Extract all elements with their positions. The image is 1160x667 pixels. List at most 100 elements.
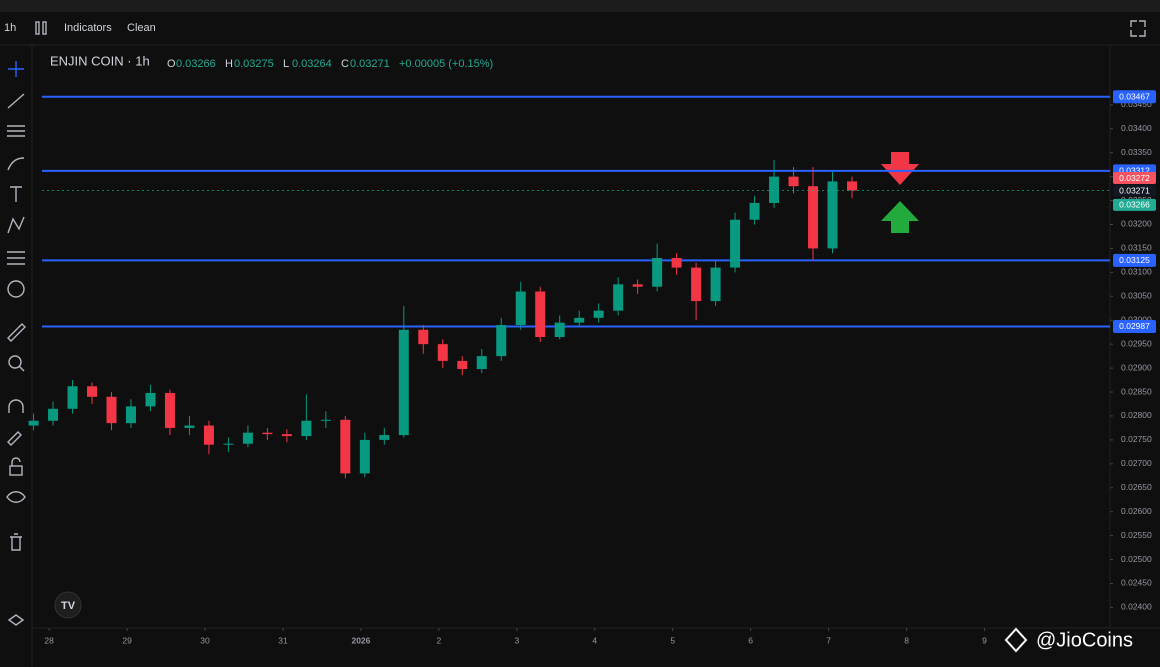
candle-body bbox=[515, 291, 526, 326]
candle-body bbox=[730, 219, 741, 268]
emoji-tool[interactable] bbox=[7, 280, 25, 298]
crosshair-tool[interactable] bbox=[8, 61, 24, 77]
candle-body bbox=[87, 386, 98, 397]
y-tick-label: 0.02450 bbox=[1121, 578, 1152, 588]
candle-body bbox=[691, 267, 702, 302]
level-label: 0.03125 bbox=[1119, 255, 1150, 265]
x-tick-label: 9 bbox=[982, 635, 987, 645]
candle-body bbox=[281, 434, 292, 437]
zoom-tool[interactable] bbox=[8, 355, 25, 372]
candle-body bbox=[28, 420, 39, 426]
y-tick-label: 0.02700 bbox=[1121, 458, 1152, 468]
object-tree[interactable] bbox=[7, 614, 25, 626]
candle-body bbox=[652, 258, 663, 287]
legend-value: 0.03264 bbox=[292, 58, 332, 70]
candle-body bbox=[535, 291, 546, 337]
candle-body bbox=[671, 258, 682, 268]
x-tick-label: 3 bbox=[514, 635, 519, 645]
y-tick-label: 0.02800 bbox=[1121, 410, 1152, 420]
clean-button[interactable]: Clean bbox=[127, 22, 156, 34]
price-label-box bbox=[1113, 172, 1156, 185]
candle-body bbox=[340, 419, 351, 474]
x-tick-label: 30 bbox=[200, 635, 210, 645]
lock-draw-tool[interactable] bbox=[7, 431, 22, 446]
watermark-logo bbox=[1004, 627, 1028, 653]
price-label-box bbox=[1113, 184, 1156, 197]
price-label: 0.03272 bbox=[1119, 173, 1150, 183]
indicators-button[interactable]: Indicators bbox=[64, 22, 112, 34]
legend-key: L bbox=[283, 58, 289, 70]
candle-body bbox=[320, 419, 331, 421]
candle-body bbox=[437, 344, 448, 361]
x-tick-label: 4 bbox=[592, 635, 597, 645]
lock-tool[interactable] bbox=[9, 457, 23, 476]
candle-body bbox=[788, 176, 799, 187]
x-tick-label: 7 bbox=[826, 635, 831, 645]
legend-key: H bbox=[225, 58, 233, 70]
y-tick-label: 0.03100 bbox=[1121, 267, 1152, 277]
indicator-icon[interactable] bbox=[35, 21, 47, 35]
trendline-tool[interactable] bbox=[7, 93, 25, 109]
magnet-tool[interactable] bbox=[8, 399, 24, 413]
y-tick-label: 0.02850 bbox=[1121, 386, 1152, 396]
watermark: @JioCoins bbox=[1036, 629, 1133, 651]
fib-tool[interactable] bbox=[7, 125, 25, 137]
prediction-tool[interactable] bbox=[7, 251, 25, 265]
candle-body bbox=[67, 386, 78, 409]
interval-button[interactable]: 1h bbox=[4, 22, 16, 34]
candle-body bbox=[749, 202, 760, 220]
ruler-tool[interactable] bbox=[7, 323, 26, 342]
hide-tool[interactable] bbox=[6, 491, 26, 503]
candle-body bbox=[457, 360, 468, 370]
candle-body bbox=[827, 181, 838, 249]
y-tick-label: 0.03350 bbox=[1121, 147, 1152, 157]
y-tick-label: 0.03200 bbox=[1121, 219, 1152, 229]
x-tick-label: 5 bbox=[670, 635, 675, 645]
y-tick-label: 0.02650 bbox=[1121, 482, 1152, 492]
y-tick-label: 0.02600 bbox=[1121, 506, 1152, 516]
candle-body bbox=[554, 322, 565, 337]
candle-body bbox=[125, 406, 136, 424]
candle-body bbox=[203, 425, 214, 445]
symbol: ENJIN COIN · 1h bbox=[50, 53, 150, 68]
level-label-box bbox=[1113, 319, 1156, 333]
candle-body bbox=[418, 329, 429, 345]
candle-body bbox=[398, 329, 409, 436]
candle-body bbox=[48, 408, 59, 421]
x-tick-label: 31 bbox=[278, 635, 288, 645]
down-arrow bbox=[881, 152, 919, 185]
pattern-tool[interactable] bbox=[7, 216, 25, 234]
y-tick-label: 0.03450 bbox=[1121, 99, 1152, 109]
text-tool[interactable] bbox=[10, 186, 22, 202]
candle-body bbox=[301, 420, 312, 437]
fullscreen-button[interactable] bbox=[1130, 20, 1146, 37]
candle-body bbox=[632, 284, 643, 287]
candle-body bbox=[262, 432, 273, 435]
brush-tool[interactable] bbox=[7, 157, 25, 171]
x-tick-label: 29 bbox=[122, 635, 132, 645]
price-label: 0.03271 bbox=[1119, 185, 1150, 195]
tv-logo: TV bbox=[54, 591, 82, 619]
candle-body bbox=[808, 186, 819, 249]
candle-body bbox=[359, 439, 370, 474]
y-tick-label: 0.02900 bbox=[1121, 362, 1152, 372]
level-label: 0.03312 bbox=[1119, 166, 1150, 176]
y-tick-label: 0.02950 bbox=[1121, 338, 1152, 348]
price-label-box bbox=[1113, 198, 1156, 211]
candle-body bbox=[846, 181, 857, 191]
candle-body bbox=[379, 435, 390, 440]
candle-body bbox=[145, 392, 156, 407]
delete-tool[interactable] bbox=[10, 533, 22, 551]
candle-body bbox=[710, 267, 721, 302]
y-tick-label: 0.02550 bbox=[1121, 530, 1152, 540]
legend-value: 0.03271 bbox=[350, 58, 390, 70]
x-tick-label: 6 bbox=[748, 635, 753, 645]
y-tick-label: 0.02400 bbox=[1121, 602, 1152, 612]
candle-body bbox=[613, 284, 624, 311]
candle-body bbox=[574, 317, 585, 323]
svg-text:TV: TV bbox=[61, 600, 76, 612]
candle-body bbox=[476, 356, 487, 370]
up-arrow bbox=[881, 201, 919, 233]
candle-body bbox=[496, 325, 507, 357]
